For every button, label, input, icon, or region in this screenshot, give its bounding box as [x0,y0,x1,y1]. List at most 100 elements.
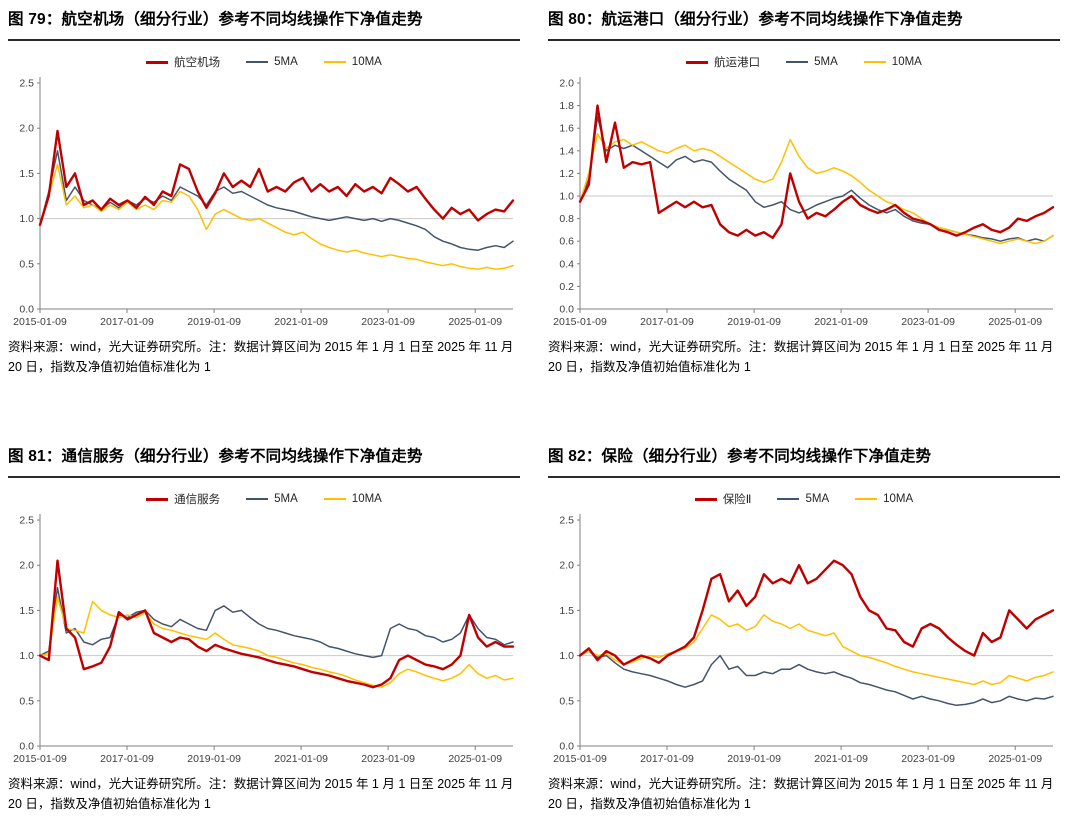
y-tick-label: 0.4 [559,258,574,270]
legend-label: 10MA [351,493,382,506]
legend-line-swatch-icon [146,497,169,501]
legend-label: 5MA [814,56,838,69]
legend-label: 10MA [351,56,382,69]
y-tick-label: 1.0 [19,650,34,662]
legend-label: 航运港口 [714,57,761,70]
legend-item: 10MA [863,56,922,69]
legend-label: 10MA [883,493,914,506]
x-tick-label: 2025-01-09 [988,753,1042,765]
x-tick-label: 2023-01-09 [901,753,955,765]
y-tick-label: 0.8 [559,213,574,225]
x-tick-label: 2021-01-09 [814,753,868,765]
chart-legend: 通信服务 5MA 10MA [8,491,520,507]
source-note: 资料来源：wind，光大证券研究所。注：数据计算区间为 2015 年 1 月 1… [8,340,514,374]
x-tick-label: 2023-01-09 [901,316,955,328]
x-tick-label: 2023-01-09 [361,753,415,765]
legend-label: 通信服务 [174,494,221,507]
y-tick-label: 0.6 [559,236,574,248]
legend-item: 5MA [246,56,298,68]
x-tick-label: 2017-01-09 [100,316,154,328]
series-line-2 [579,133,1054,245]
figure-81-panel: 图 81：通信服务（细分行业）参考不同均线操作下净值走势 通信服务 5MA 10MA… [0,437,540,837]
x-tick-label: 2021-01-09 [274,316,328,328]
legend-line-swatch-icon [786,61,809,64]
legend-item: 保险Ⅱ [694,491,752,507]
y-tick-label: 2.0 [559,560,574,572]
series-line-1 [39,150,514,252]
legend-label: 10MA [891,56,922,69]
legend-item: 5MA [786,56,838,68]
y-tick-label: 1.2 [559,168,574,180]
y-tick-label: 0.2 [559,281,574,293]
y-tick-label: 1.0 [559,191,574,203]
figure-80-panel: 图 80：航运港口（细分行业）参考不同均线操作下净值走势 航运港口 5MA 10MA… [540,0,1080,437]
figure-title: 图 82：保险（细分行业）参考不同均线操作下净值走势 [548,447,1060,479]
y-tick-label: 0.0 [19,741,34,753]
legend-label: 保险Ⅱ [722,494,752,507]
source-note: 资料来源：wind，光大证券研究所。注：数据计算区间为 2015 年 1 月 1… [8,777,514,811]
figure-82-panel: 图 82：保险（细分行业）参考不同均线操作下净值走势 保险Ⅱ 5MA 10MA 0.… [540,437,1080,837]
legend-label: 5MA [274,493,298,506]
x-tick-label: 2023-01-09 [361,316,415,328]
x-tick-label: 2019-01-09 [727,316,781,328]
x-tick-label: 2021-01-09 [814,316,868,328]
figure-title: 图 80：航运港口（细分行业）参考不同均线操作下净值走势 [548,10,1060,42]
legend-label: 5MA [274,56,298,69]
legend-item: 5MA [246,493,298,505]
series-line-1 [579,650,1054,707]
y-tick-label: 2.0 [19,560,34,572]
x-tick-label: 2019-01-09 [187,753,241,765]
y-tick-label: 1.8 [559,100,574,112]
legend-line-swatch-icon [777,498,800,501]
chart-canvas: 0.0 0.5 1.0 1.5 2.0 2.5 2015-01-09 2017-01-09 20… [553,514,1055,765]
y-tick-label: 2.0 [19,123,34,135]
y-tick-label: 1.4 [559,145,574,157]
legend-item: 航空机场 [146,54,220,70]
chart-legend: 保险Ⅱ 5MA 10MA [548,491,1060,507]
y-tick-label: 1.0 [559,650,574,662]
x-tick-label: 2015-01-09 [13,753,67,765]
x-tick-label: 2025-01-09 [988,316,1042,328]
series-line-0 [38,129,515,227]
chart-canvas: 0.0 0.5 1.0 1.5 2.0 2.5 2015-01-09 2017-01-09 20… [13,77,515,328]
x-tick-label: 2025-01-09 [448,753,502,765]
legend-label: 5MA [805,493,830,506]
x-tick-label: 2021-01-09 [274,753,328,765]
y-tick-label: 1.6 [559,123,574,135]
x-tick-label: 2017-01-09 [640,316,694,328]
y-tick-label: 0.5 [559,695,574,707]
series-line-2 [579,614,1054,686]
y-tick-label: 1.5 [19,168,34,180]
legend-item: 10MA [323,493,382,506]
x-tick-label: 2019-01-09 [727,753,781,765]
legend-item: 航运港口 [686,54,760,70]
legend-line-swatch-icon [855,498,878,501]
series-line-2 [39,596,514,689]
y-tick-label: 0.5 [19,695,34,707]
legend-item: 通信服务 [146,491,220,507]
y-tick-label: 2.5 [19,515,34,527]
figure-79-panel: 图 79：航空机场（细分行业）参考不同均线操作下净值走势 航空机场 5MA 10MA… [0,0,540,437]
chart-legend: 航空机场 5MA 10MA [8,54,520,70]
series-line-1 [579,116,1054,243]
x-tick-label: 2019-01-09 [187,316,241,328]
y-tick-label: 0.0 [19,304,34,316]
chart-canvas: 0.0 0.2 0.4 0.6 0.8 1.0 1.2 1.4 1.6 1.8 2.0 2015-01… [553,77,1055,328]
legend-line-swatch-icon [146,60,169,64]
legend-line-swatch-icon [323,498,346,501]
y-tick-label: 0.5 [19,258,34,270]
legend-line-swatch-icon [246,498,269,501]
y-tick-label: 2.0 [559,78,574,90]
y-tick-label: 2.5 [559,515,574,527]
figure-title: 图 79：航空机场（细分行业）参考不同均线操作下净值走势 [8,10,520,42]
chart-canvas: 0.0 0.5 1.0 1.5 2.0 2.5 2015-01-09 2017-01-09 20… [13,514,515,765]
chart-legend: 航运港口 5MA 10MA [548,54,1060,70]
source-note: 资料来源：wind，光大证券研究所。注：数据计算区间为 2015 年 1 月 1… [548,777,1054,811]
x-tick-label: 2017-01-09 [100,753,154,765]
legend-line-swatch-icon [694,497,717,501]
legend-line-swatch-icon [246,61,269,64]
legend-label: 航空机场 [174,57,221,70]
y-tick-label: 0.0 [559,304,574,316]
y-tick-label: 0.0 [559,741,574,753]
